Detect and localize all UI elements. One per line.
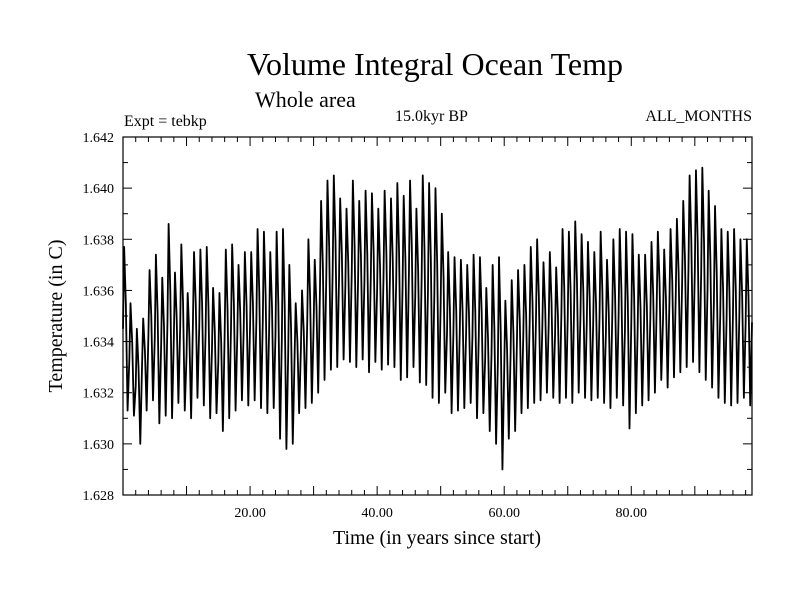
- period-label: 15.0kyr BP: [395, 108, 468, 125]
- y-axis-tick-labels: 1.628 1.630 1.632 1.634 1.636 1.638 1.640 1.642: [83, 131, 115, 504]
- y-tick-label: 1.642: [83, 131, 115, 146]
- chart-subtitle: Whole area: [255, 87, 356, 112]
- y-axis-label: Temperature (in C): [45, 240, 67, 393]
- y-tick-label: 1.628: [83, 489, 115, 504]
- months-label: ALL_MONTHS: [645, 108, 752, 125]
- chart-title: Volume Integral Ocean Temp: [247, 46, 623, 82]
- x-tick-label: 20.00: [234, 506, 266, 521]
- x-tick-label: 80.00: [616, 506, 648, 521]
- y-tick-label: 1.634: [83, 336, 115, 351]
- x-axis-label: Time (in years since start): [333, 527, 541, 549]
- y-tick-label: 1.640: [83, 182, 115, 197]
- y-tick-label: 1.630: [83, 438, 115, 453]
- temperature-series-line: [122, 166, 753, 471]
- x-tick-label: 60.00: [488, 506, 520, 521]
- experiment-label: Expt = tebkp: [124, 113, 207, 130]
- y-tick-label: 1.632: [83, 387, 115, 402]
- x-tick-label: 40.00: [361, 506, 393, 521]
- y-tick-label: 1.636: [83, 284, 115, 299]
- x-axis-tick-labels: 20.00 40.00 60.00 80.00: [234, 506, 647, 521]
- plot-frame: [122, 136, 753, 496]
- y-tick-label: 1.638: [83, 233, 115, 248]
- x-axis-ticks: [135, 137, 747, 495]
